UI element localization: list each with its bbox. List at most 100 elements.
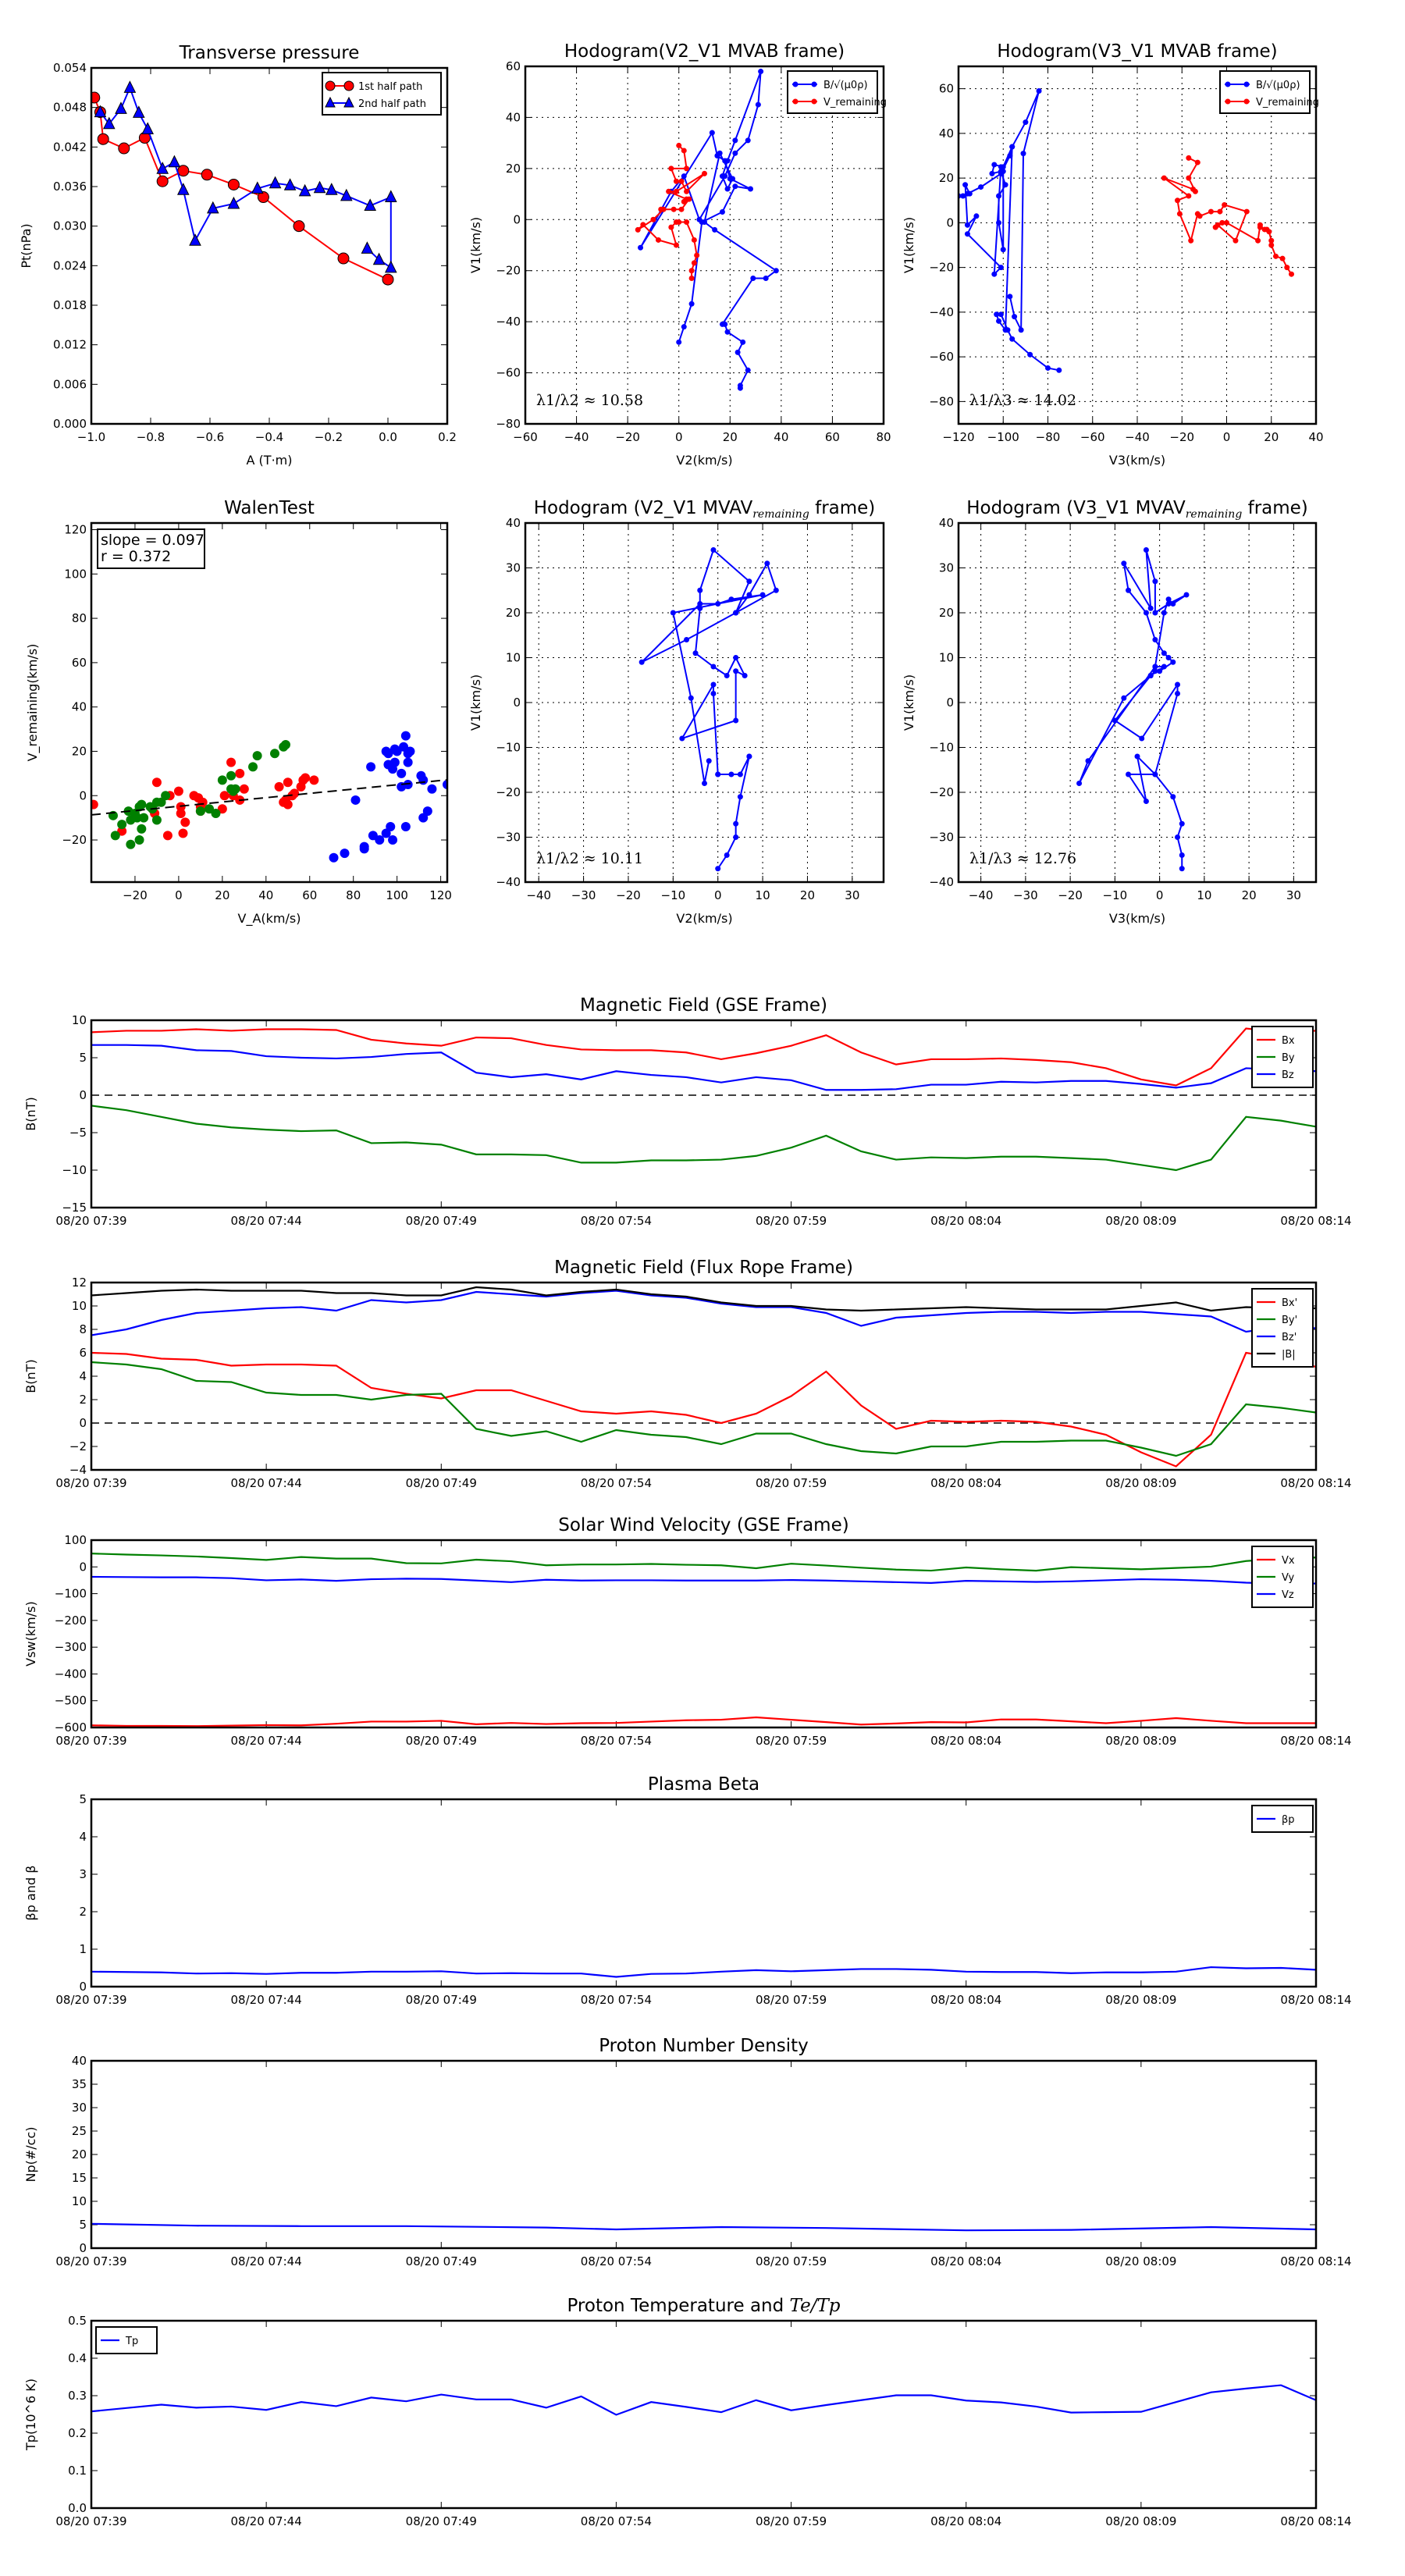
chart-title: WalenTest [224, 498, 315, 518]
x-tick-label: 08/20 07:54 [581, 2254, 652, 2268]
y-tick-label: −500 [55, 1694, 87, 1708]
chart-title: Hodogram(V3_V1 MVAB frame) [997, 41, 1277, 62]
data-point [724, 673, 730, 678]
x-tick-label: 08/20 08:14 [1280, 1993, 1351, 2007]
data-point [1143, 799, 1149, 804]
data-point [1266, 229, 1272, 235]
data-point [1190, 186, 1197, 192]
x-tick-label: 08/20 07:54 [581, 1214, 652, 1228]
fit-line [91, 779, 447, 816]
x-tick-label: −0.8 [137, 430, 165, 444]
plot-area [635, 69, 779, 391]
data-point [235, 768, 245, 778]
legend-label: Vy [1282, 1572, 1295, 1584]
x-tick-label: −40 [526, 888, 551, 902]
data-point [372, 252, 386, 265]
data-point [384, 260, 397, 273]
data-point [668, 165, 674, 172]
data-point [709, 130, 715, 136]
y-tick-label: −30 [496, 831, 521, 845]
data-point [206, 201, 219, 214]
data-point [1134, 753, 1140, 760]
data-point [156, 797, 166, 807]
plot-area [638, 547, 779, 872]
x-tick-label: 40 [774, 430, 788, 444]
y-tick-label: 40 [939, 516, 954, 530]
data-point [137, 824, 147, 834]
x-tick-label: 40 [1308, 430, 1323, 444]
x-tick-label: 08/20 07:44 [231, 1993, 302, 2007]
y-tick-label: −80 [496, 417, 521, 431]
series-line [91, 1044, 1316, 1091]
data-point [694, 252, 700, 258]
series-line [91, 2222, 1316, 2232]
y-tick-label: 0.048 [53, 101, 87, 115]
y-tick-label: 0.5 [68, 2314, 87, 2328]
data-point [1020, 151, 1026, 157]
data-point [724, 329, 731, 335]
y-tick-label: 2 [79, 1905, 87, 1919]
legend-marker [1243, 98, 1250, 105]
data-point [364, 198, 377, 211]
data-point [996, 318, 1002, 324]
x-tick-label: 08/20 07:44 [231, 1734, 302, 1748]
x-tick-label: 08/20 08:09 [1105, 2254, 1176, 2268]
x-tick-label: 08/20 08:09 [1105, 1476, 1176, 1490]
data-point [1165, 655, 1172, 660]
data-point [211, 808, 221, 818]
data-point [1284, 265, 1290, 271]
data-point [692, 650, 699, 656]
data-point [123, 80, 137, 93]
data-point [227, 196, 240, 209]
chart-title: Transverse pressure [179, 43, 360, 63]
legend-label: V_remaining [1256, 97, 1319, 109]
data-point [400, 822, 411, 832]
data-point [269, 176, 282, 189]
y-tick-label: 0 [946, 215, 954, 229]
x-tick-label: −40 [1125, 430, 1150, 444]
y-tick-label: 30 [506, 561, 521, 575]
x-tick-label: 08/20 07:44 [231, 2514, 302, 2528]
y-tick-label: −20 [929, 785, 954, 799]
data-point [710, 664, 717, 670]
x-tick-label: 08/20 08:04 [930, 2254, 1001, 2268]
data-point [732, 137, 738, 144]
x-tick-label: 08/20 08:04 [930, 1476, 1001, 1490]
x-tick-label: −20 [123, 888, 148, 902]
data-point [361, 241, 374, 254]
data-point [1152, 637, 1158, 642]
magnetic-field-gse-panel: Magnetic Field (GSE Frame) 08/20 07:39 08/… [23, 995, 1352, 1228]
data-point [688, 301, 695, 307]
x-tick-label: −30 [1013, 888, 1038, 902]
data-point [403, 780, 413, 790]
series-line [91, 1966, 1316, 1978]
data-point [681, 324, 687, 330]
y-tick-label: 20 [72, 744, 87, 758]
y-tick-label: 5 [79, 1051, 87, 1065]
x-tick-label: 60 [302, 888, 317, 902]
data-point [1179, 852, 1185, 858]
x-tick-label: 08/20 08:14 [1280, 1476, 1351, 1490]
data-point [1009, 144, 1016, 150]
data-point [176, 808, 186, 818]
x-tick-label: 08/20 08:04 [930, 1993, 1001, 2007]
x-axis-label: V3(km/s) [1109, 911, 1165, 926]
series-line [91, 1716, 1316, 1727]
data-point [117, 826, 127, 836]
data-point [1224, 219, 1229, 226]
data-point [337, 252, 350, 265]
hodogram-v2-v1-mvav-panel: Hodogram (V2_V1 MVAVremaining frame)−40−… [468, 498, 885, 926]
x-tick-label: −0.4 [255, 430, 283, 444]
data-point [309, 775, 319, 785]
data-point [226, 770, 237, 781]
data-point [660, 206, 667, 212]
stats-text: slope = 0.097 [101, 532, 205, 549]
x-tick-label: 08/20 07:49 [406, 1476, 477, 1490]
y-tick-label: 20 [939, 171, 954, 185]
y-tick-label: −40 [929, 305, 954, 319]
y-tick-label: −80 [929, 394, 954, 408]
eigenvalue-ratio-label: λ1/λ3 ≈ 14.02 [969, 392, 1076, 409]
legend-label: Bz' [1282, 1332, 1297, 1343]
y-tick-label: 60 [506, 59, 521, 73]
